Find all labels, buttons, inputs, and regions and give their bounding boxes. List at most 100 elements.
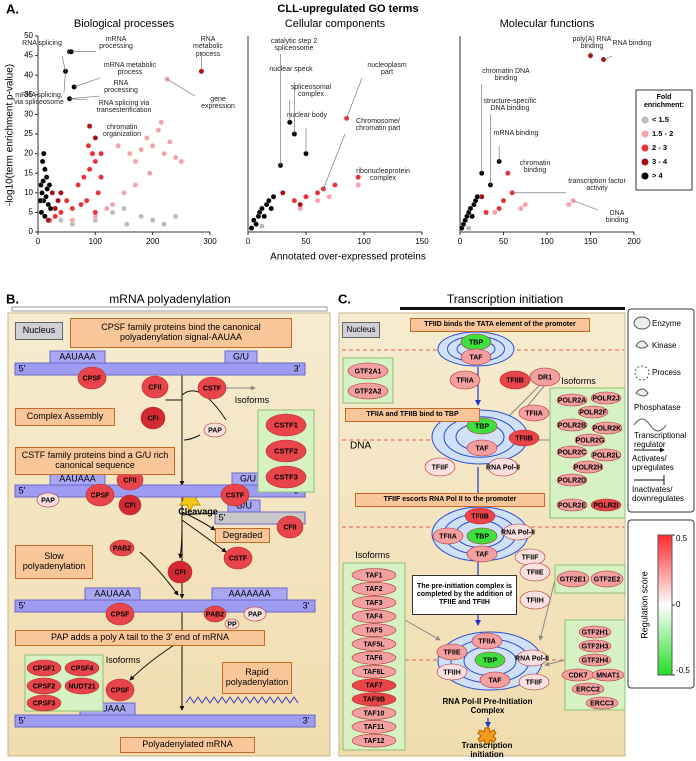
step-box: TFIID binds the TATA element of the prom… [410,318,590,332]
point [566,201,572,208]
x-tick-label: 200 [146,237,160,246]
point [45,217,52,223]
isoform-label: TAF9B [363,697,385,704]
node-label: TFIIF [432,464,449,471]
leader-line [572,200,599,211]
chart-title: Biological processes [74,18,175,30]
isoform-shape [556,498,588,512]
point [355,182,361,188]
point [270,193,277,200]
annotation: mRNA processing [99,36,133,51]
leader-line [346,77,363,119]
point [47,205,54,212]
annotation: nuclear body [286,112,328,119]
step-box: Complex Assembly [15,408,115,426]
point [58,209,64,216]
node-shape [529,367,561,387]
point [75,182,81,188]
strand-end: 3' [303,715,310,725]
isoform-shape [591,421,623,435]
isoform-label: CSTF1 [274,420,298,429]
annotation: structure-specific DNA binding [483,98,537,113]
isoform-label: POLR2D [558,477,586,484]
legend-swatch [641,116,649,124]
point [147,170,153,176]
node-label: CPSF [111,611,130,618]
node-shape [36,492,60,508]
node-shape [499,370,531,390]
point [149,143,156,149]
point [37,197,44,204]
complex-member-shape [436,643,468,661]
isoform-shape [351,637,397,651]
rna-strand [14,714,316,728]
isoform-shape [351,609,397,624]
isoform-shape [351,678,397,693]
panel-label: C. [338,291,351,306]
key-icons [633,316,667,485]
title-bar [11,306,328,312]
isoform-label: CPSF3 [33,700,56,707]
isoform-shape [578,639,612,653]
isoform-title: Isoforms [105,655,141,666]
complex-member-label: RNA Pol-II [515,655,549,662]
point [522,201,529,208]
legend-title: Fold enrichment: [643,94,685,109]
node-label: RNA Pol-II [486,464,520,471]
node-label: PAP [208,427,222,434]
isoform-label: GTF2A2 [355,388,382,395]
point [178,158,185,165]
complex-member-shape [466,417,498,435]
key-label: Kinase [652,340,677,350]
annotation: DNA binding [605,210,629,225]
node-shape [224,618,240,630]
isoform-label: POLR2E [558,502,586,509]
isoform-shape [556,418,588,432]
isoform-label: TAF4 [366,614,383,621]
isoform-label: POLR2F [579,409,607,416]
point [98,174,104,180]
motif-label: G/U [233,351,249,361]
x-tick-label: 0 [36,237,41,246]
annotation: mRNA binding [493,130,539,137]
leader-line [69,98,89,101]
node-shape [424,457,456,477]
point [55,197,61,204]
isoform-shape [64,677,100,695]
node-label: PAB2 [113,545,131,552]
point [259,223,265,229]
point [280,190,286,196]
complex-member-label: TFIIA [525,410,543,417]
isoform-label: POLR2A [558,397,586,404]
isoform-shape [556,473,588,487]
isoform-shape [591,668,625,682]
step-box: TFIIF escorts RNA Pol II to the promoter [355,493,545,507]
isoform-label: POLR2K [593,425,621,432]
node-shape [140,406,166,430]
motif-box [211,587,288,601]
isoform-label: POLR2I [593,502,618,509]
panel-label: B. [6,291,19,306]
y-axis-label: -log10(term enrichment p-value) [5,64,16,206]
point [297,201,303,208]
y-tick-label: 40 [24,70,33,79]
node-label: CSTF [203,385,222,392]
isoform-shape [351,623,397,638]
node-shape [519,590,551,610]
isoform-label: TAF10 [364,710,385,717]
annotation: RNA splicing [22,40,62,47]
isoform-label: GTF2H3 [582,643,609,650]
annotation: ribonucleoprotein complex [356,168,410,183]
isoform-shape [351,568,397,582]
panel-title: mRNA polyadenylation [109,292,230,306]
point [42,166,48,173]
point [314,190,321,196]
complex-member-shape [460,348,492,366]
point [496,205,502,212]
step-box: Polyadenylated mRNA [120,737,255,753]
point [155,127,162,133]
y-tick-label: 45 [24,51,33,60]
complex-member-label: TBP [469,339,483,346]
